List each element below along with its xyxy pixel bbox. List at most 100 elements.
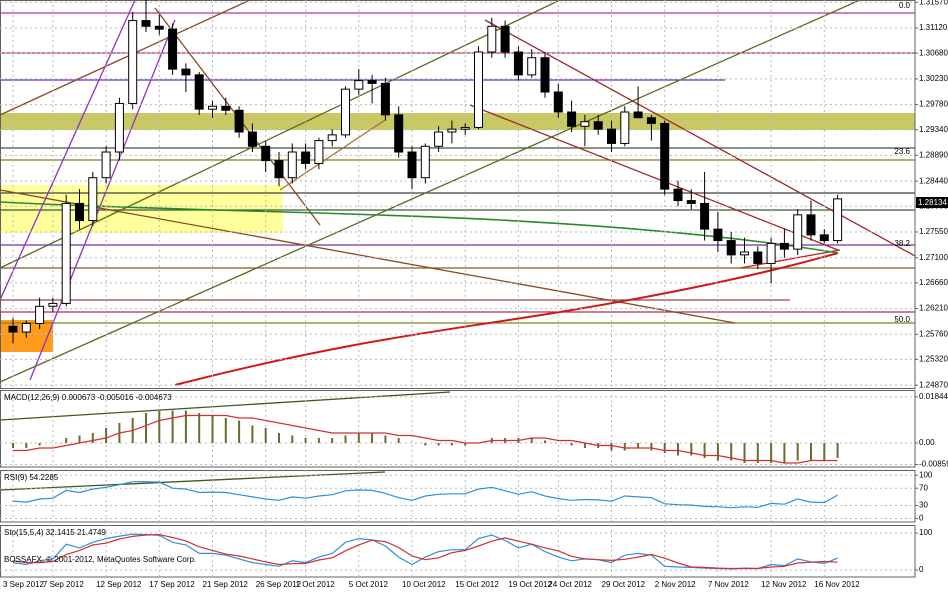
candle-body: [181, 68, 191, 76]
frames: [0, 0, 916, 578]
candle-body: [540, 57, 550, 93]
candle-body: [447, 128, 457, 133]
candle-body: [48, 302, 58, 307]
y-tick-label: -0.00859: [919, 460, 948, 469]
candle-body: [234, 109, 244, 133]
candle-body: [327, 134, 337, 142]
panel-frame: [0, 470, 916, 523]
candle-body: [766, 242, 776, 264]
candle-body: [287, 151, 297, 179]
y-tick-label: 1.27100: [919, 253, 948, 262]
y-tick-label: 1.31120: [919, 23, 948, 32]
x-tick-label: 10 Oct 2012: [402, 580, 446, 589]
y-tick-label: 100: [919, 528, 933, 537]
trendline: [484, 19, 916, 257]
candle-body: [128, 20, 138, 104]
y-tick-label: 1.26660: [919, 278, 948, 287]
candle-body: [434, 131, 444, 147]
x-tick-label: 7 Sep 2012: [43, 580, 84, 589]
y-tick-label: 0: [919, 565, 924, 574]
candle-body: [567, 111, 577, 127]
trendline: [0, 0, 561, 269]
candle-body: [194, 74, 204, 110]
panel-title: Sto(15,5,4) 32.1415 21.4749: [4, 528, 106, 537]
y-tick-label: 1.30230: [919, 74, 948, 83]
y-tick-label: 1.25320: [919, 355, 948, 364]
panel-frame: [0, 525, 916, 578]
candle-body: [779, 242, 789, 250]
candle-body: [460, 126, 470, 130]
candle-body: [247, 131, 257, 147]
trendline: [0, 0, 136, 301]
x-tick-label: 16 Nov 2012: [814, 580, 860, 589]
candle-body: [553, 91, 563, 113]
candle-body: [88, 177, 98, 222]
candle-body: [168, 28, 178, 70]
y-tick-label: 1.24870: [919, 380, 948, 389]
x-tick-label: 5 Oct 2012: [349, 580, 389, 589]
indicator-line: [13, 414, 838, 464]
trendline: [469, 104, 839, 251]
x-tick-label: 12 Nov 2012: [761, 580, 807, 589]
candle-body: [341, 88, 350, 136]
candle-body: [8, 325, 18, 333]
candle-body: [660, 122, 670, 190]
trendline: [0, 0, 861, 383]
y-tick-label: 1.27550: [919, 227, 948, 236]
y-tick-label: 1.28890: [919, 151, 948, 160]
zone: [0, 113, 915, 130]
candle-body: [221, 105, 231, 111]
candle-body: [819, 234, 829, 242]
y-tick-label: 0.00: [919, 438, 935, 447]
candle-body: [593, 121, 603, 130]
x-tick-label: 26 Sep 2012: [256, 580, 302, 589]
candle-body: [61, 202, 71, 304]
y-tick-label: 100: [919, 470, 933, 479]
copyright: BOSSAFX, © 2001-2012, MetaQuotes Softwar…: [4, 555, 196, 564]
x-tick-label: 21 Sep 2012: [203, 580, 249, 589]
x-tick-label: 1 Oct 2012: [296, 580, 336, 589]
x-tick-label: 24 Oct 2012: [548, 580, 592, 589]
panel-title: MACD(12,26,9) 0.000673 -0.005016 -0.0046…: [4, 393, 172, 402]
candle-body: [806, 214, 816, 236]
x-tick-label: 2 Nov 2012: [655, 580, 696, 589]
candle-body: [314, 140, 324, 164]
candle-body: [474, 51, 483, 128]
candle-body: [713, 228, 723, 242]
candle-body: [673, 188, 683, 202]
fib-label: 23.6: [894, 147, 910, 156]
candle-body: [620, 111, 630, 144]
candle-body: [646, 117, 656, 124]
price-box: [916, 197, 948, 208]
candle-body: [274, 160, 284, 179]
y-tick-label: 1.28440: [919, 176, 948, 185]
candle-body: [261, 145, 271, 162]
panel-title: RSI(9) 54.2285: [4, 473, 59, 482]
moving-average: [174, 252, 839, 386]
y-tick-label: 1.25760: [919, 329, 948, 338]
candle-body: [833, 198, 843, 242]
y-tick-label: 1.29340: [919, 125, 948, 134]
candle-body: [21, 322, 31, 333]
candle-body: [394, 114, 404, 153]
candle-body: [154, 25, 164, 30]
x-tick-label: 17 Sep 2012: [149, 580, 195, 589]
candle-body: [500, 25, 510, 53]
x-tick-label: 12 Sep 2012: [96, 580, 142, 589]
y-tick-label: 1.26210: [919, 304, 948, 313]
candle-body: [208, 105, 217, 110]
x-tick-label: 19 Oct 2012: [508, 580, 552, 589]
last-price-label: 1.28134: [918, 198, 947, 207]
candle-body: [513, 51, 523, 76]
drawings: [0, 0, 916, 491]
candle-body: [700, 202, 710, 230]
candle-body: [367, 80, 377, 84]
y-tick-label: 30: [919, 501, 928, 510]
candle-body: [35, 305, 45, 324]
trendline: [0, 0, 251, 116]
candle-body: [380, 82, 390, 116]
y-tick-label: 1.30680: [919, 48, 948, 57]
fib-label: 50.0: [894, 315, 910, 324]
